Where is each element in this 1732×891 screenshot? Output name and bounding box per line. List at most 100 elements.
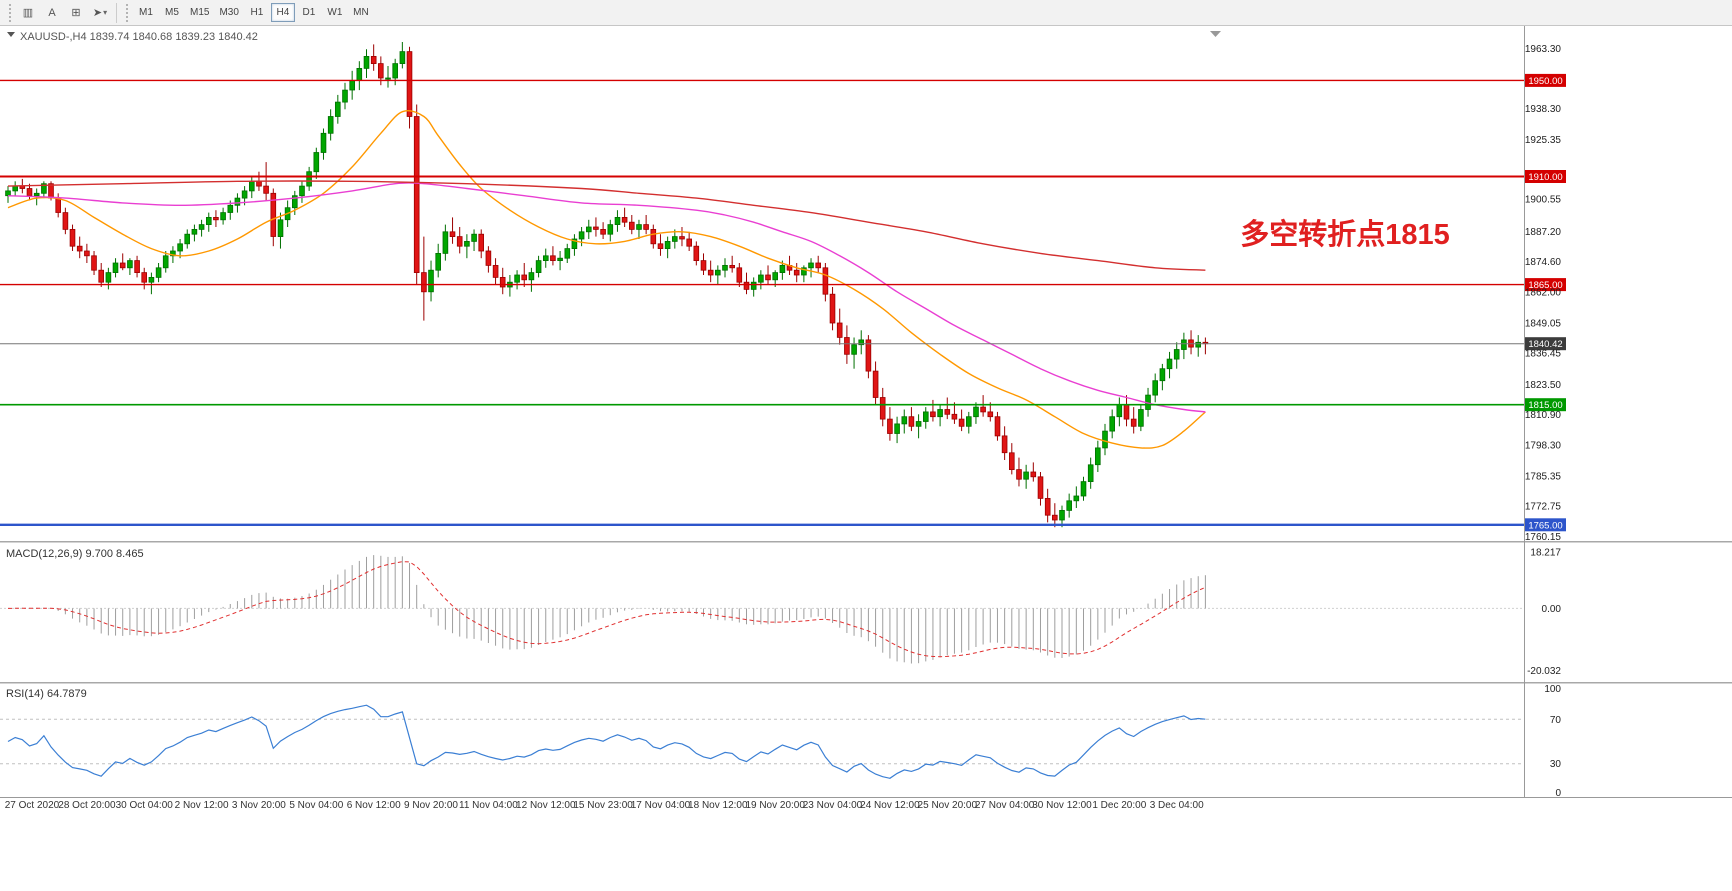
timeframe-group: M1 M5 M15 M30 H1 H4 D1 W1 MN	[133, 3, 374, 22]
ma-slow-line	[7, 180, 1206, 271]
horizontal-lines[interactable]	[0, 79, 1524, 526]
rsi-line	[7, 704, 1206, 779]
svg-text:19 Nov 20:00: 19 Nov 20:00	[745, 800, 805, 811]
svg-text:0.00: 0.00	[1542, 604, 1562, 615]
text-label-button[interactable]: A	[40, 2, 64, 24]
timeframe-M5[interactable]: M5	[165, 7, 179, 18]
toolbar-icon-group: ▥ A ⊞ ➤ ▾	[16, 2, 112, 24]
letter-a-icon: A	[48, 6, 56, 19]
svg-text:1963.30: 1963.30	[1525, 44, 1562, 55]
svg-text:30: 30	[1550, 759, 1562, 770]
timeframe-W1[interactable]: W1	[327, 7, 343, 18]
ma-fast-line	[7, 110, 1206, 449]
timeframe-H4[interactable]: H4	[270, 3, 295, 22]
candlesticks	[5, 42, 1209, 528]
svg-text:24 Nov 12:00: 24 Nov 12:00	[860, 800, 920, 811]
chart-type-button[interactable]: ▥	[16, 2, 40, 24]
svg-text:1938.30: 1938.30	[1525, 104, 1562, 115]
toolbar-separator	[116, 2, 117, 23]
annotation-text[interactable]: 多空转折点1815	[1240, 217, 1450, 251]
hline-1765.00-badge	[1525, 518, 1566, 532]
current-price-badge	[1525, 337, 1566, 351]
timeframe-H1[interactable]: H1	[250, 7, 264, 18]
chart-area[interactable]: XAUUSD-,H4 1839.74 1840.68 1839.23 1840.…	[0, 26, 1732, 891]
symbol-info: XAUUSD-,H4 1839.74 1840.68 1839.23 1840.…	[20, 31, 258, 43]
rsi-pane: RSI(14) 64.7879 100 70 30 0	[0, 684, 1561, 799]
svg-text:1772.75: 1772.75	[1525, 502, 1562, 513]
svg-text:3 Nov 20:00: 3 Nov 20:00	[232, 800, 286, 811]
svg-text:1910.00: 1910.00	[1528, 172, 1562, 183]
macd-histogram	[14, 555, 1206, 664]
macd-label: MACD(12,26,9) 9.700 8.465	[6, 548, 144, 560]
svg-text:25 Nov 20:00: 25 Nov 20:00	[918, 800, 978, 811]
rsi-label: RSI(14) 64.7879	[6, 688, 87, 700]
svg-text:1760.15: 1760.15	[1525, 532, 1562, 543]
cursor-button[interactable]: ➤ ▾	[88, 2, 112, 24]
chart-grid-icon: ▥	[22, 7, 34, 19]
pane-separator[interactable]	[0, 541, 1732, 543]
svg-text:1849.05: 1849.05	[1525, 318, 1562, 329]
svg-text:27 Nov 04:00: 27 Nov 04:00	[975, 800, 1035, 811]
svg-text:18.217: 18.217	[1530, 548, 1561, 559]
chart-shift-marker-icon	[1210, 31, 1221, 37]
crosshair-icon: ⊞	[71, 7, 81, 19]
object-button[interactable]: ⊞	[64, 2, 88, 24]
svg-text:-20.032: -20.032	[1527, 666, 1561, 677]
timeframe-D1[interactable]: D1	[302, 7, 316, 18]
svg-text:1815.00: 1815.00	[1528, 400, 1562, 411]
svg-text:2 Nov 12:00: 2 Nov 12:00	[175, 800, 229, 811]
svg-text:6 Nov 12:00: 6 Nov 12:00	[347, 800, 401, 811]
svg-text:1925.35: 1925.35	[1525, 135, 1562, 146]
svg-text:70: 70	[1550, 715, 1562, 726]
svg-text:1836.45: 1836.45	[1525, 349, 1562, 360]
timeframe-M15[interactable]: M15	[190, 7, 210, 18]
svg-text:1798.30: 1798.30	[1525, 440, 1562, 451]
svg-text:1887.20: 1887.20	[1525, 227, 1562, 238]
svg-text:15 Nov 23:00: 15 Nov 23:00	[573, 800, 633, 811]
svg-text:1785.35: 1785.35	[1525, 471, 1562, 482]
svg-text:18 Nov 12:00: 18 Nov 12:00	[688, 800, 748, 811]
svg-text:12 Nov 12:00: 12 Nov 12:00	[516, 800, 576, 811]
hline-1910.00-badge	[1525, 170, 1566, 183]
macd-signal-line	[7, 561, 1206, 658]
svg-text:1 Dec 20:00: 1 Dec 20:00	[1092, 800, 1146, 811]
svg-text:23 Nov 04:00: 23 Nov 04:00	[803, 800, 863, 811]
svg-text:1874.60: 1874.60	[1525, 257, 1562, 268]
svg-text:1810.90: 1810.90	[1525, 410, 1562, 421]
hline-1865.00-badge	[1525, 278, 1566, 292]
moving-averages	[7, 110, 1206, 449]
hline-1815.00-badge	[1525, 398, 1566, 412]
macd-pane: MACD(12,26,9) 9.700 8.465 18.217 0.00 -20.…	[0, 548, 1561, 677]
chevron-down-icon: ▾	[103, 8, 108, 17]
svg-text:3 Dec 04:00: 3 Dec 04:00	[1150, 800, 1204, 811]
svg-text:17 Nov 04:00: 17 Nov 04:00	[631, 800, 691, 811]
svg-text:30 Nov 12:00: 30 Nov 12:00	[1032, 800, 1092, 811]
svg-text:100: 100	[1544, 684, 1561, 695]
timeframe-M1[interactable]: M1	[139, 7, 153, 18]
svg-text:28 Oct 20:00: 28 Oct 20:00	[58, 800, 116, 811]
timeframe-M30[interactable]: M30	[219, 7, 239, 18]
svg-text:1862.00: 1862.00	[1525, 287, 1562, 298]
svg-text:11 Nov 04:00: 11 Nov 04:00	[459, 800, 518, 811]
price-axis[interactable]: 1950.00 1910.00 1865.00 1815.00 1765.00 1840.…	[1525, 44, 1566, 543]
svg-text:1900.55: 1900.55	[1525, 195, 1562, 206]
toolbar-grip-2[interactable]	[126, 3, 128, 22]
svg-text:1840.42: 1840.42	[1528, 339, 1562, 350]
timeframe-MN[interactable]: MN	[353, 7, 369, 18]
svg-text:5 Nov 04:00: 5 Nov 04:00	[289, 800, 343, 811]
svg-text:1823.50: 1823.50	[1525, 380, 1562, 391]
svg-text:9 Nov 20:00: 9 Nov 20:00	[404, 800, 458, 811]
svg-text:1765.00: 1765.00	[1528, 520, 1562, 531]
hline-1950.00-badge	[1525, 73, 1566, 87]
time-axis[interactable]: 27 Oct 2020 28 Oct 20:00 30 Oct 04:00 2 Nov…	[5, 800, 1204, 811]
cursor-icon: ➤	[92, 7, 103, 19]
toolbar-grip[interactable]	[9, 3, 11, 22]
pane-separator[interactable]	[0, 682, 1732, 684]
svg-text:27 Oct 2020: 27 Oct 2020	[5, 800, 60, 811]
ma-mid-line	[7, 182, 1206, 413]
svg-text:1950.00: 1950.00	[1528, 76, 1562, 87]
svg-text:1865.00: 1865.00	[1528, 280, 1562, 291]
svg-text:30 Oct 04:00: 30 Oct 04:00	[116, 800, 174, 811]
symbol-caret-icon[interactable]	[7, 32, 15, 37]
